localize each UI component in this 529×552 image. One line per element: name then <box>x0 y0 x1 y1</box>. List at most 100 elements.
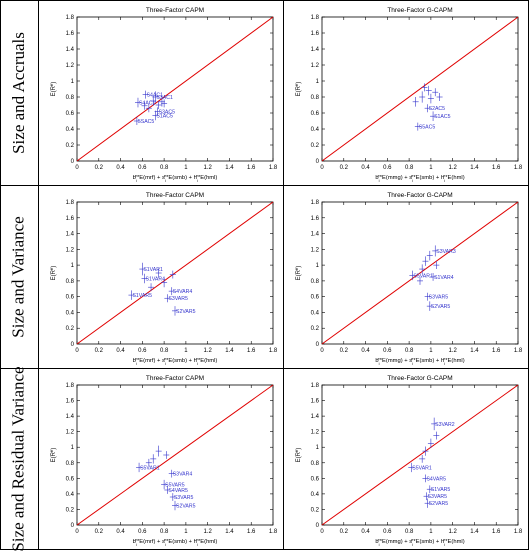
data-point: S2VAR5 <box>424 498 448 508</box>
data-point: S2VAR5 <box>426 301 450 311</box>
x-tick-label: 0.2 <box>95 529 104 535</box>
y-tick-label: 0.6 <box>311 295 320 301</box>
y-tick-label: 1.4 <box>66 47 75 53</box>
y-tick-label: 1.4 <box>311 232 320 238</box>
y-tick-label: 0.6 <box>66 295 75 301</box>
point-label: S2VAR5 <box>176 309 196 315</box>
y-tick-label: 1 <box>71 263 75 269</box>
x-axis-label: bie*E(mmg) + sie*E(smb) + hie*E(hml) <box>375 173 464 183</box>
reference-line-45deg <box>76 16 274 162</box>
chart-svg: Three-Factor G-CAPM 0 0.2 0.4 0.6 0.8 1 1.2 1.4 1… <box>294 192 523 366</box>
y-tick-label: 0.4 <box>66 310 75 316</box>
y-axis-label: E(Re) <box>294 266 303 281</box>
x-tick-label: 1 <box>184 529 188 535</box>
x-tick-label: 1.4 <box>225 529 234 535</box>
x-axis-label: bie*E(mmg) + sie*E(smb) + hie*E(hml) <box>375 537 464 547</box>
point-label: S4AC1 <box>139 101 156 107</box>
grid-line-row-2 <box>0 368 529 369</box>
x-tick-label: 0.4 <box>361 348 370 354</box>
data-point <box>421 83 428 92</box>
data-point <box>150 96 157 106</box>
point-label: S5AC5 <box>419 125 436 131</box>
y-tick-label: 0.6 <box>311 111 320 117</box>
y-tick-label: 0.4 <box>311 310 320 316</box>
y-tick-label: 1.4 <box>66 232 75 238</box>
reference-line-45deg <box>321 201 519 345</box>
chart-title: Three-Factor CAPM <box>146 192 204 199</box>
data-point <box>436 93 443 101</box>
data-point <box>419 455 426 463</box>
x-axis-label: bie*E(mmg) + sie*E(smb) + hie*E(hml) <box>375 356 464 366</box>
data-point: S5VAR1 <box>136 462 160 473</box>
data-point: S4AC1 <box>134 97 156 108</box>
data-point <box>427 93 434 104</box>
y-tick-label: 1.8 <box>66 383 75 389</box>
x-tick-label: 0.4 <box>361 165 370 171</box>
chart-title: Three-Factor CAPM <box>146 375 204 382</box>
y-tick-label: 0.8 <box>311 279 320 285</box>
y-tick-label: 0 <box>316 523 320 529</box>
y-tick-label: 0 <box>71 159 75 165</box>
data-point: 5SAC5 <box>133 117 154 125</box>
point-label: S4AC1 <box>147 93 164 99</box>
x-tick-label: 1.2 <box>448 348 457 354</box>
data-point: S3VAR5 <box>169 493 193 501</box>
point-label: S3VAR5 <box>429 295 449 301</box>
data-point <box>412 97 419 107</box>
data-point: S5VAR1 <box>409 270 433 281</box>
reference-line-45deg <box>76 201 274 345</box>
y-tick-label: 0 <box>71 523 75 529</box>
data-point <box>425 85 432 96</box>
point-label: S1AC5 <box>434 114 451 120</box>
x-tick-label: 1.2 <box>448 529 457 535</box>
data-point: S5AC5 <box>414 122 436 131</box>
y-tick-label: 1.2 <box>66 63 75 69</box>
chart-svg: Three-Factor CAPM 0 0.2 0.4 0.6 0.8 1 1.2 1.4 1.6… <box>49 7 278 183</box>
y-tick-label: 1.8 <box>311 383 320 389</box>
x-tick-label: 0.6 <box>383 529 392 535</box>
x-tick-label: 0.6 <box>138 348 147 354</box>
x-tick-label: 1.6 <box>492 529 501 535</box>
y-tick-label: 1.6 <box>66 216 75 222</box>
x-tick-label: 1.8 <box>514 348 523 354</box>
data-point: S1VAR5 <box>128 290 152 300</box>
y-tick-label: 0.8 <box>66 461 75 467</box>
data-point: S4VAR5 <box>422 474 446 482</box>
x-tick-label: 0.4 <box>361 529 370 535</box>
point-label: S3VAR4 <box>173 472 193 478</box>
x-tick-label: 0.2 <box>340 348 349 354</box>
data-point <box>145 458 152 467</box>
x-tick-label: 1.4 <box>470 165 479 171</box>
x-tick-label: 0 <box>75 529 79 535</box>
data-point: S2AC5 <box>424 104 445 113</box>
chart-panel-residual-gcapm: Three-Factor G-CAPM 0 0.2 0.4 0.6 0.8 1 1.2 1.4 1… <box>284 369 528 549</box>
data-point <box>161 277 168 288</box>
data-point <box>141 101 148 110</box>
row-label-text: Size and Accruals <box>9 32 29 154</box>
point-label: S5VAR1 <box>412 465 432 471</box>
point-label: S1VAR5 <box>132 293 152 299</box>
chart-panel-variance-gcapm: Three-Factor G-CAPM 0 0.2 0.4 0.6 0.8 1 1.2 1.4 1… <box>284 186 528 368</box>
y-tick-label: 1.2 <box>66 247 75 253</box>
y-tick-label: 0.2 <box>311 507 320 513</box>
x-tick-label: 1.4 <box>470 348 479 354</box>
y-tick-label: 1 <box>316 445 320 451</box>
chart-svg: Three-Factor CAPM 0 0.2 0.4 0.6 0.8 1 1.2 1.4 1.6… <box>49 192 278 366</box>
x-tick-label: 1.8 <box>269 529 278 535</box>
x-tick-label: 0.8 <box>160 348 169 354</box>
x-tick-label: 0.4 <box>116 348 125 354</box>
data-point: S3VAR5 <box>423 492 447 500</box>
data-point: S3VAR3 <box>432 245 456 257</box>
y-tick-label: 1.8 <box>66 15 75 21</box>
point-label: S5VAR1 <box>413 273 433 279</box>
x-tick-label: 1.6 <box>247 165 256 171</box>
y-tick-label: 1.2 <box>311 247 320 253</box>
data-point <box>419 91 426 103</box>
row-label-accruals: Size and Accruals <box>0 1 38 185</box>
data-point <box>163 451 170 459</box>
y-tick-label: 0.6 <box>66 111 75 117</box>
y-tick-label: 1.6 <box>311 216 320 222</box>
data-point <box>150 454 157 464</box>
x-tick-label: 0.6 <box>138 529 147 535</box>
data-point: S1VAR4 <box>141 273 165 284</box>
